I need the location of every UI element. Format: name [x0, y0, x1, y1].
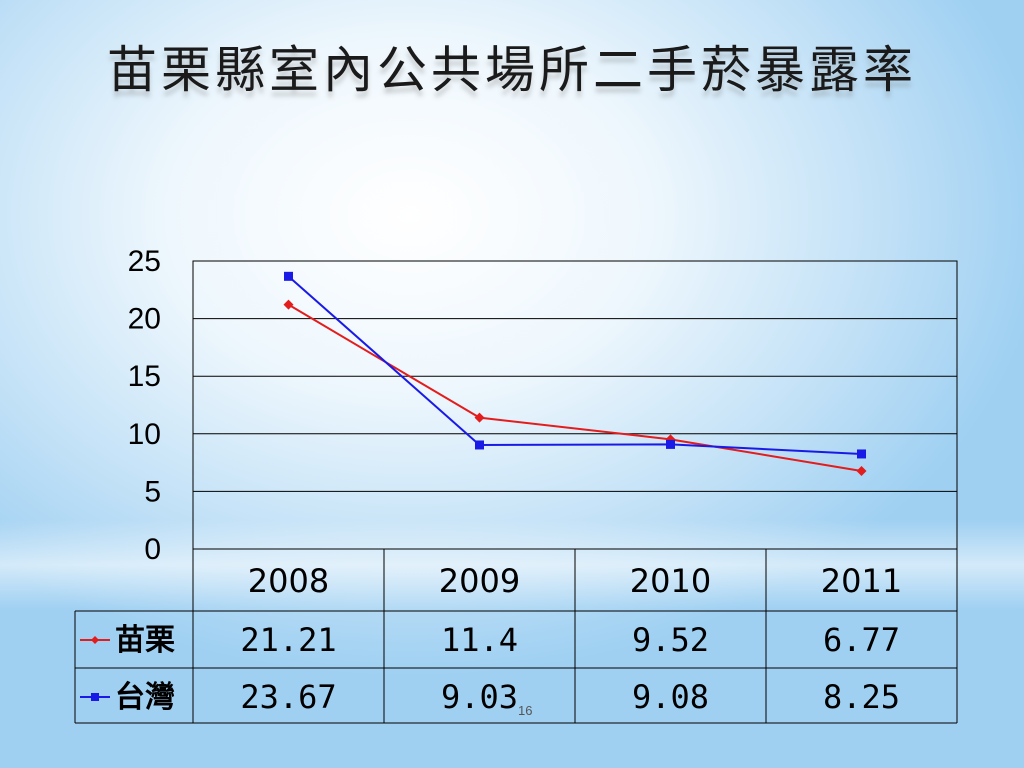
x-tick-label: 2008 [248, 562, 329, 600]
page-number: 16 [518, 703, 533, 718]
x-tick-label: 2011 [821, 562, 902, 600]
y-tick-label: 20 [128, 303, 161, 336]
legend-label: 台灣 [115, 680, 175, 715]
data-label: 21.21 [240, 621, 336, 659]
y-tick-label: 5 [144, 475, 161, 508]
data-label: 11.4 [441, 621, 518, 659]
plot-area [192, 260, 958, 550]
data-label: 23.67 [240, 678, 336, 716]
y-tick-label: 25 [128, 245, 161, 278]
y-tick-label: 10 [128, 418, 161, 451]
y-tick-label: 15 [128, 360, 161, 393]
data-point [666, 439, 675, 449]
data-label: 9.08 [632, 678, 709, 716]
data-point [856, 466, 867, 477]
legend-marker [91, 636, 99, 644]
data-point [475, 440, 484, 450]
x-tick-label: 2009 [439, 562, 520, 600]
y-tick-label: 0 [144, 533, 161, 566]
data-label: 9.03 [441, 678, 518, 716]
data-label: 9.52 [632, 621, 709, 659]
slide-title: 苗栗縣室內公共場所二手菸暴露率 [107, 41, 917, 99]
legend-label: 苗栗 [115, 623, 175, 658]
data-point [474, 412, 485, 423]
data-point [284, 271, 293, 281]
data-point [857, 449, 866, 459]
data-point [283, 299, 294, 310]
series-line [287, 275, 862, 455]
legend-marker [91, 693, 99, 701]
data-label: 6.77 [823, 621, 900, 659]
series-line [287, 303, 862, 472]
data-label: 8.25 [823, 678, 900, 716]
x-tick-label: 2010 [630, 562, 711, 600]
